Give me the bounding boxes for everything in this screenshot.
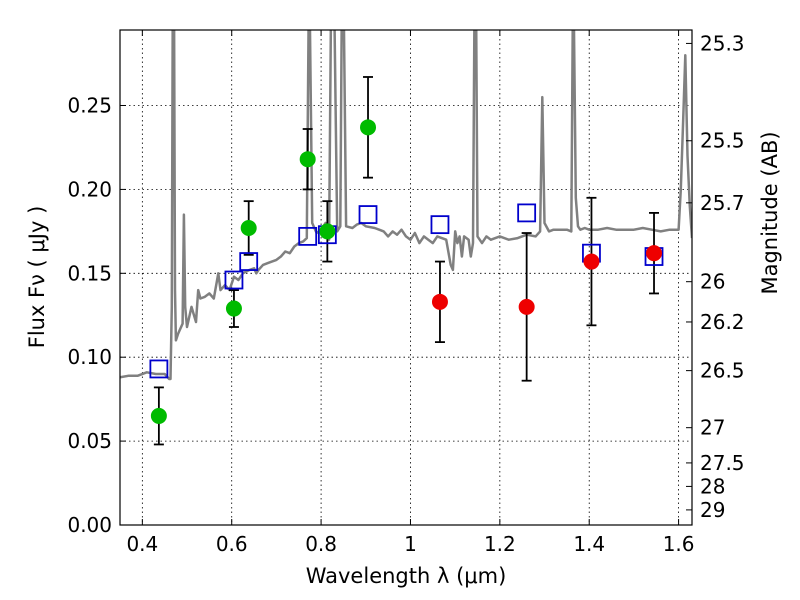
plot-frame <box>119 29 693 526</box>
x-tick-label: 0.4 <box>126 532 158 556</box>
circle-marker <box>240 220 257 236</box>
x-tick-label: 1 <box>404 532 417 556</box>
right-tick-label: 25.7 <box>700 191 745 215</box>
circle-marker <box>225 300 242 317</box>
x-tick-label: 1.6 <box>663 532 695 556</box>
right-axis-label: Magnitude (AB) <box>758 131 782 294</box>
y-tick-label: 0.15 <box>67 261 112 285</box>
circle-marker <box>299 151 316 168</box>
circle-marker <box>646 245 663 262</box>
spectrum-line <box>120 30 692 381</box>
right-tick-label: 28 <box>700 474 725 498</box>
circle-marker <box>431 293 448 310</box>
square-marker <box>298 226 318 246</box>
y-tick-label: 0.05 <box>67 429 112 453</box>
data-markers <box>149 119 664 424</box>
right-tick-label: 26.5 <box>700 359 745 383</box>
grid <box>120 30 692 525</box>
x-tick-label: 1.2 <box>484 532 516 556</box>
right-tick-label: 25.3 <box>700 31 745 55</box>
axis-ticks: 0.4 0.6 0.8 1 1.2 1.4 1.6 0.00 0.05 0.10 0.15 0.20 0… <box>67 30 745 556</box>
right-tick-label: 26 <box>700 270 725 294</box>
right-tick-label: 27.5 <box>700 451 745 475</box>
right-tick-label: 26.2 <box>700 310 745 334</box>
right-tick-label: 25.5 <box>700 129 745 153</box>
x-tick-label: 1.4 <box>573 532 605 556</box>
right-tick-label: 27 <box>700 416 725 440</box>
model-spectrum <box>120 30 692 381</box>
y-tick-label: 0.20 <box>67 177 112 201</box>
circle-marker <box>360 119 377 136</box>
square-marker <box>149 359 169 379</box>
circle-marker <box>583 253 600 270</box>
square-marker <box>358 205 378 224</box>
square-marker <box>239 252 259 271</box>
square-marker <box>430 215 450 235</box>
y-tick-label: 0.10 <box>67 345 112 369</box>
circle-marker <box>150 407 167 424</box>
x-axis-label: Wavelength λ (μm) <box>306 564 507 588</box>
y-tick-label: 0.00 <box>67 513 112 537</box>
square-marker <box>517 203 537 223</box>
x-tick-label: 0.6 <box>216 532 248 556</box>
right-tick-label: 29 <box>700 498 725 522</box>
circle-marker <box>319 223 336 240</box>
circle-marker <box>518 298 535 315</box>
y-tick-label: 0.25 <box>67 94 112 118</box>
x-tick-label: 0.8 <box>305 532 337 556</box>
square-marker <box>224 270 244 290</box>
y-axis-label: Flux Fν ( μJy ) <box>25 206 49 349</box>
